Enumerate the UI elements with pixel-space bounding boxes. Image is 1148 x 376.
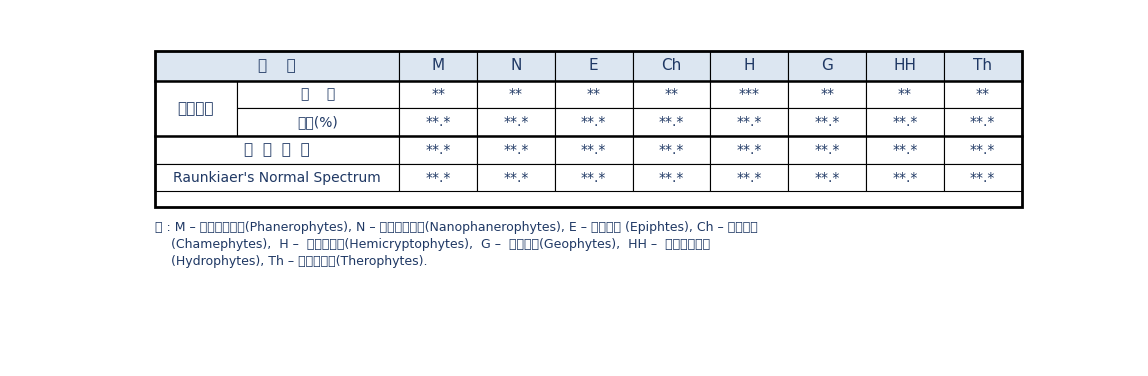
Bar — [155, 51, 1022, 207]
Bar — [866, 136, 944, 164]
Text: **: ** — [432, 87, 445, 102]
Text: **.*: **.* — [892, 171, 917, 185]
Text: **.*: **.* — [659, 143, 684, 157]
Text: **: ** — [976, 87, 990, 102]
Bar — [944, 51, 1022, 80]
Bar — [633, 164, 711, 191]
Text: **.*: **.* — [814, 115, 840, 129]
Bar — [554, 80, 633, 108]
Text: **.*: **.* — [970, 115, 995, 129]
Bar — [554, 164, 633, 191]
Text: **.*: **.* — [814, 143, 840, 157]
Text: **.*: **.* — [970, 171, 995, 185]
Bar — [789, 80, 866, 108]
Text: **.*: **.* — [659, 171, 684, 185]
Bar — [789, 136, 866, 164]
Text: **.*: **.* — [581, 171, 606, 185]
Bar — [400, 108, 478, 136]
Text: 종    수: 종 수 — [301, 87, 335, 102]
Text: **.*: **.* — [503, 115, 528, 129]
Bar — [789, 51, 866, 80]
Bar — [866, 108, 944, 136]
Text: **.*: **.* — [426, 115, 451, 129]
Bar — [789, 108, 866, 136]
Text: H: H — [744, 58, 755, 73]
Bar — [554, 108, 633, 136]
Text: 남  한  지  역: 남 한 지 역 — [245, 143, 310, 157]
Bar — [400, 51, 478, 80]
Text: **: ** — [509, 87, 523, 102]
Text: **.*: **.* — [814, 171, 840, 185]
Text: ***: *** — [739, 87, 760, 102]
Bar — [633, 136, 711, 164]
Text: **.*: **.* — [426, 143, 451, 157]
Bar — [400, 136, 478, 164]
Text: Raunkiaer's Normal Spectrum: Raunkiaer's Normal Spectrum — [173, 171, 381, 185]
Bar — [944, 164, 1022, 191]
Bar — [711, 51, 789, 80]
Text: 구    분: 구 분 — [258, 58, 296, 73]
Bar — [554, 136, 633, 164]
Text: **.*: **.* — [503, 143, 528, 157]
Text: G: G — [821, 58, 833, 73]
Text: **.*: **.* — [892, 115, 917, 129]
Text: (Hydrophytes), Th – 일년생식물(Therophytes).: (Hydrophytes), Th – 일년생식물(Therophytes). — [155, 255, 427, 268]
Bar — [155, 136, 400, 164]
Bar — [155, 51, 400, 80]
Text: **.*: **.* — [503, 171, 528, 185]
Bar — [633, 108, 711, 136]
Text: **: ** — [665, 87, 678, 102]
Bar — [236, 80, 400, 108]
Bar — [866, 80, 944, 108]
Text: **.*: **.* — [737, 171, 762, 185]
Text: **: ** — [587, 87, 600, 102]
Text: **.*: **.* — [426, 171, 451, 185]
Text: **: ** — [820, 87, 835, 102]
Text: 비율(%): 비율(%) — [297, 115, 339, 129]
Bar — [944, 108, 1022, 136]
Text: 주 : M – 대형육상식물(Phanerophytes), N – 소형육상식물(Nanophanerophytes), E – 착생식물 (Epiphtes: 주 : M – 대형육상식물(Phanerophytes), N – 소형육상식… — [155, 221, 758, 233]
Bar — [478, 80, 554, 108]
Bar — [236, 108, 400, 136]
Bar — [633, 80, 711, 108]
Bar — [633, 51, 711, 80]
Bar — [478, 164, 554, 191]
Text: **.*: **.* — [659, 115, 684, 129]
Bar — [711, 80, 789, 108]
Bar — [478, 51, 554, 80]
Text: Ch: Ch — [661, 58, 682, 73]
Bar — [944, 136, 1022, 164]
Text: **.*: **.* — [737, 143, 762, 157]
Text: M: M — [432, 58, 444, 73]
Text: **.*: **.* — [892, 143, 917, 157]
Bar — [711, 108, 789, 136]
Bar — [789, 164, 866, 191]
Bar — [155, 164, 400, 191]
Text: HH: HH — [893, 58, 916, 73]
Bar — [400, 80, 478, 108]
Text: **: ** — [898, 87, 912, 102]
Text: (Chamephytes),  H –  반지중식물(Hemicryptophytes),  G –  지중식물(Geophytes),  HH –  근생수생: (Chamephytes), H – 반지중식물(Hemicryptophyte… — [155, 238, 711, 251]
Text: 조사지역: 조사지역 — [178, 101, 214, 116]
Bar — [478, 108, 554, 136]
Text: **.*: **.* — [737, 115, 762, 129]
Bar — [866, 51, 944, 80]
Text: **.*: **.* — [581, 143, 606, 157]
Bar — [866, 164, 944, 191]
Bar — [400, 164, 478, 191]
Text: N: N — [510, 58, 521, 73]
Bar — [711, 164, 789, 191]
Bar — [711, 136, 789, 164]
Text: **.*: **.* — [581, 115, 606, 129]
Bar — [554, 51, 633, 80]
Text: Th: Th — [974, 58, 992, 73]
Bar — [478, 136, 554, 164]
Text: **.*: **.* — [970, 143, 995, 157]
Bar — [944, 80, 1022, 108]
Text: E: E — [589, 58, 598, 73]
Bar — [155, 80, 236, 136]
